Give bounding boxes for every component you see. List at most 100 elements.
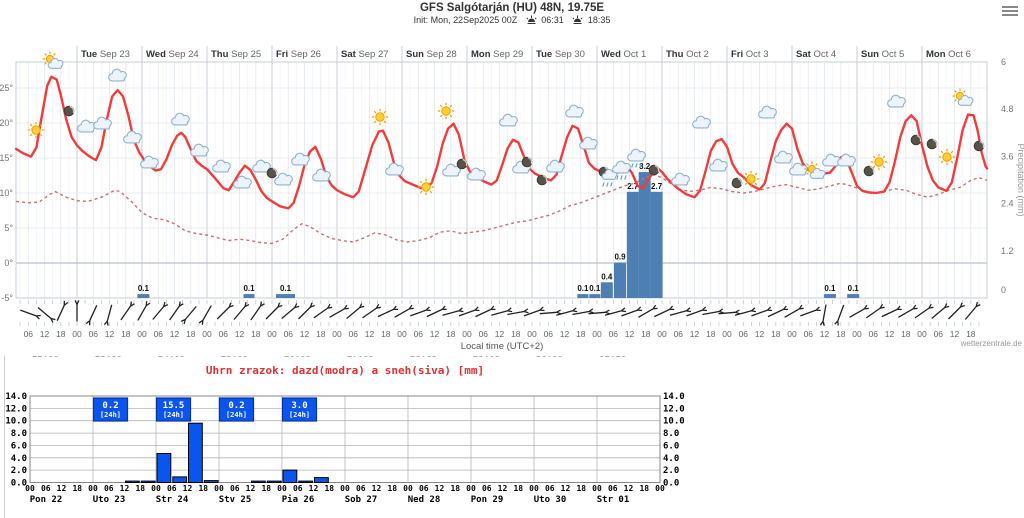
wind-barb xyxy=(800,306,821,317)
lower-time-label: 18 xyxy=(135,484,145,493)
lower-time-label: 12 xyxy=(435,484,445,493)
chart-menu-icon[interactable] xyxy=(1002,6,1018,18)
time-tick-label: 12 xyxy=(40,329,50,339)
wind-barb xyxy=(654,305,675,318)
wind-barb xyxy=(948,302,965,320)
lower-day-label: Ned 28 xyxy=(408,495,441,505)
time-tick-label: 06 xyxy=(674,329,684,339)
lower-y-label-right: 10.0 xyxy=(663,417,685,427)
total-24h-box: 0.2[24h] xyxy=(92,397,129,422)
lower-precip-bar xyxy=(156,453,172,483)
wind-barb xyxy=(914,303,934,319)
precip-bar-label: 2.7 xyxy=(651,182,663,191)
lower-time-label: 00 xyxy=(466,484,476,493)
weather-icon-cloud xyxy=(887,94,906,108)
weather-icon-cloud xyxy=(93,116,112,130)
precip-bar-label: 0.9 xyxy=(614,253,626,262)
day-label: Tue Sep 23 xyxy=(81,49,130,60)
total-24h-unit: [24h] xyxy=(289,411,310,419)
lower-time-label: 06 xyxy=(419,484,429,493)
weather-icon-moon xyxy=(456,158,468,170)
wind-barb xyxy=(898,304,918,318)
precip-bar-label: 0.4 xyxy=(601,272,613,281)
total-24h-value: 0.2 xyxy=(102,401,118,411)
precip-bar xyxy=(823,294,836,298)
weather-icon-sun xyxy=(437,102,455,120)
time-tick-label: 06 xyxy=(414,329,424,339)
weather-icon-cloud xyxy=(709,158,728,172)
lower-time-label: 06 xyxy=(608,484,618,493)
wind-barb xyxy=(702,308,724,316)
lower-time-label: 12 xyxy=(561,484,571,493)
precip-axis-label: 4.8 xyxy=(1001,104,1014,114)
time-tick-label: 06 xyxy=(219,329,229,339)
wind-barb xyxy=(362,303,382,319)
cropped-fragment: 24.09 xyxy=(158,356,185,360)
time-tick-label: 00 xyxy=(332,329,342,339)
cropped-fragment: 25.09 xyxy=(221,356,248,360)
wind-barb xyxy=(638,304,658,318)
precip-axis-label: 0 xyxy=(1001,285,1006,295)
wind-barb xyxy=(572,308,594,316)
time-tick-label: 06 xyxy=(934,329,944,339)
weather-icon-sun xyxy=(938,148,956,166)
wind-barb xyxy=(169,301,184,321)
weather-icon-moon xyxy=(973,140,985,152)
temp-axis-label: 0° xyxy=(4,258,13,268)
day-label: Wed Sep 24 xyxy=(146,49,199,60)
weather-icon-cloud xyxy=(499,113,518,127)
lower-y-label-right: 12.0 xyxy=(663,404,685,414)
lower-time-label: 12 xyxy=(624,484,634,493)
dewpoint-curve xyxy=(16,174,988,245)
wind-barb xyxy=(265,302,283,320)
precip-bar xyxy=(626,191,639,298)
total-24h-unit: [24h] xyxy=(163,411,184,419)
time-tick-label: 12 xyxy=(690,329,700,339)
lower-y-label-left: 8.0 xyxy=(11,429,27,439)
weather-icon-cloud xyxy=(442,163,461,177)
lower-time-label: 18 xyxy=(324,484,334,493)
weather-icon-cloud xyxy=(123,130,142,144)
lower-time-label: 06 xyxy=(545,484,555,493)
weather-icon-moon xyxy=(863,165,875,177)
time-tick-label: 00 xyxy=(462,329,472,339)
time-tick-label: 06 xyxy=(284,329,294,339)
wind-barb xyxy=(964,301,981,320)
lower-time-label: 00 xyxy=(529,484,539,493)
lower-day-label: Sob 27 xyxy=(345,495,378,505)
time-tick-label: 12 xyxy=(365,329,375,339)
lower-time-label: 18 xyxy=(576,484,586,493)
time-tick-label: 00 xyxy=(787,329,797,339)
lower-time-label: 12 xyxy=(120,484,130,493)
wind-barb xyxy=(250,301,265,321)
temp-axis-label: -5° xyxy=(1,293,13,303)
cropped-text-row: 22.09 23.09 24.09 25.09 26.09 27.09 28.09 29.09… xyxy=(0,356,690,361)
wind-barb xyxy=(556,307,578,316)
lower-precip-bar xyxy=(266,480,282,484)
precip-bar-label: 0.1 xyxy=(577,284,589,293)
lower-time-label: 12 xyxy=(57,484,67,493)
lower-y-label-left: 10.0 xyxy=(5,417,27,427)
weather-icon-sun xyxy=(742,170,760,188)
precip-axis-label: 2.4 xyxy=(1001,199,1014,209)
weather-icon-cloud xyxy=(467,167,486,181)
lower-time-label: 00 xyxy=(277,484,287,493)
wind-barb xyxy=(85,305,98,326)
lower-time-label: 00 xyxy=(340,484,350,493)
lower-time-label: 12 xyxy=(246,484,256,493)
lower-day-label: Pon 29 xyxy=(471,495,504,505)
wind-barb xyxy=(410,306,431,317)
day-label: Thu Sep 25 xyxy=(211,49,261,60)
time-tick-label: 18 xyxy=(381,329,391,339)
temp-axis-label: 10° xyxy=(0,188,13,198)
wind-barb xyxy=(329,304,349,318)
sunset-icon xyxy=(572,15,583,27)
time-tick-label: 12 xyxy=(755,329,765,339)
lower-precip-bar xyxy=(314,477,329,483)
time-tick-label: 18 xyxy=(576,329,586,339)
wind-barb xyxy=(426,305,447,318)
time-tick-label: 18 xyxy=(966,329,976,339)
sunset-time: 18:35 xyxy=(587,15,611,25)
cropped-fragment: 23.09 xyxy=(95,356,122,360)
lower-y-label-left: 6.0 xyxy=(11,441,27,451)
